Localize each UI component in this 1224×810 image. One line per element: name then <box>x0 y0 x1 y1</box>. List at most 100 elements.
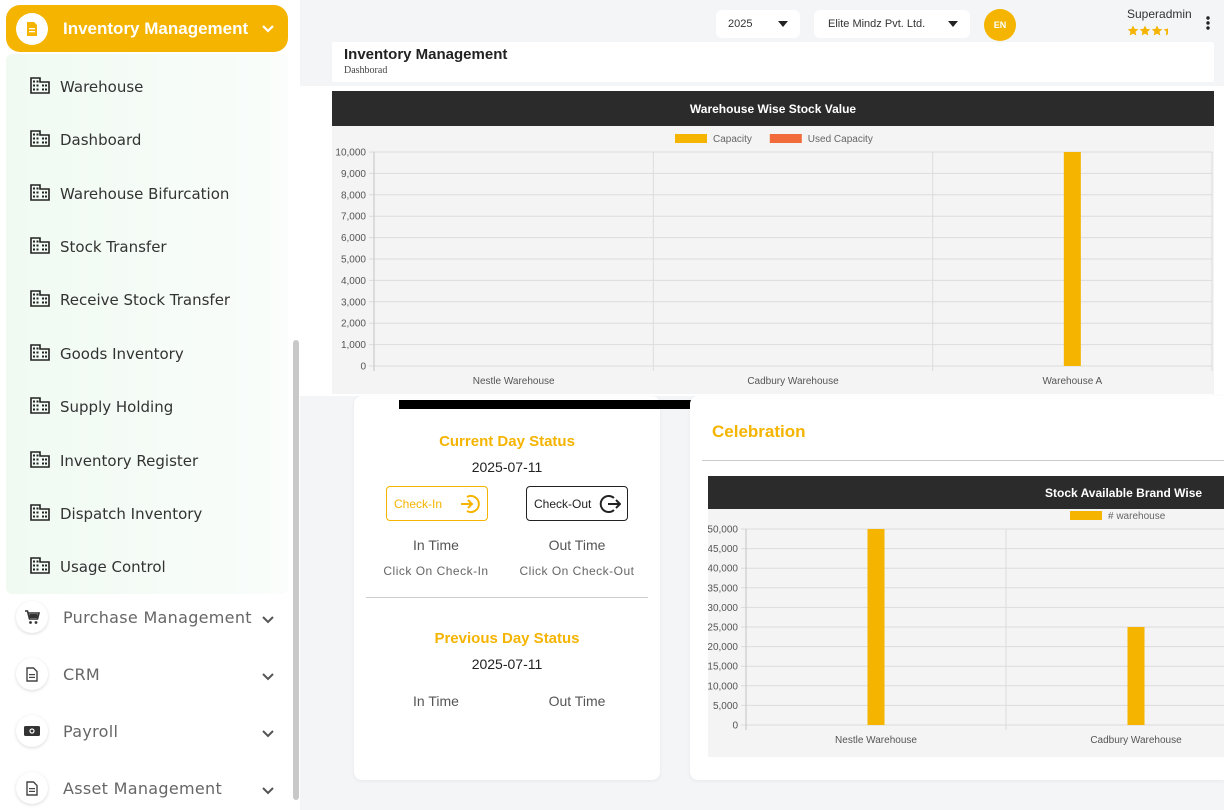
divider <box>702 460 1224 461</box>
sidebar-item-usage-control[interactable]: Usage Control <box>30 555 166 579</box>
y-tick-label: 0 <box>732 721 738 732</box>
chevron-down-icon[interactable] <box>262 782 274 800</box>
login-icon <box>461 495 480 513</box>
current-day-status-title: Current Day Status <box>439 433 575 450</box>
y-tick-label: 5,000 <box>341 255 366 266</box>
legend-swatch <box>1070 511 1102 520</box>
y-tick-label: 35,000 <box>708 583 738 594</box>
rating-stars <box>1127 25 1177 40</box>
page-header: Inventory Management Dashborad <box>332 42 1214 82</box>
sidebar-module-label: Asset Management <box>63 778 223 798</box>
sidebar-item-label: Inventory Register <box>60 452 199 470</box>
x-tick-label: Nestle Warehouse <box>835 735 917 746</box>
sidebar-module-payroll[interactable]: Payroll <box>16 714 278 748</box>
sidebar-item-label: Warehouse <box>60 78 144 96</box>
cart-icon <box>16 601 48 633</box>
sidebar-item-warehouse-bifurcation[interactable]: Warehouse Bifurcation <box>30 182 229 206</box>
chart-area: Capacity Used Capacity 0 1,000 2,000 3,000 4,0… <box>332 126 1214 394</box>
y-tick-label: 10,000 <box>708 681 738 692</box>
divider <box>366 597 648 598</box>
legend-label: Used Capacity <box>808 134 873 145</box>
celebration-title: Celebration <box>712 422 806 441</box>
year-select[interactable]: 2025 <box>716 10 800 38</box>
sidebar-item-label: Warehouse Bifurcation <box>60 185 230 203</box>
sidebar-module-purchase-management[interactable]: Purchase Management <box>16 600 278 634</box>
brand-stock-chart-header: Stock Available Brand Wise <box>708 476 1224 509</box>
sidebar-module-crm[interactable]: CRM <box>16 657 278 691</box>
chart-title: Stock Available Brand Wise <box>1045 486 1203 500</box>
chevron-down-icon[interactable] <box>262 611 274 629</box>
out-time-hint: Click On Check-Out <box>519 564 635 578</box>
previous-date: 2025-07-11 <box>471 656 543 672</box>
legend-swatch <box>675 134 707 143</box>
y-tick-label: 6,000 <box>341 233 366 244</box>
chevron-down-icon[interactable] <box>262 20 274 38</box>
topbar: 2025 Elite Mindz Pvt. Ltd. EN Superadmin <box>300 0 1224 44</box>
y-tick-label: 1,000 <box>341 340 366 351</box>
x-tick-label: Cadbury Warehouse <box>747 376 839 387</box>
y-tick-label: 50,000 <box>708 525 738 536</box>
sidebar-item-label: Dashboard <box>60 131 142 149</box>
sidebar-submenu <box>6 54 288 594</box>
check-in-label: Check-In <box>394 496 443 511</box>
more-vertical-icon[interactable] <box>1206 16 1210 35</box>
y-tick-label: 5,000 <box>713 701 738 712</box>
building-icon <box>30 556 50 579</box>
x-tick-label: Nestle Warehouse <box>473 376 555 387</box>
language-button[interactable]: EN <box>984 9 1016 41</box>
sidebar-module-label: Inventory Management <box>63 18 249 38</box>
sidebar-item-label: Usage Control <box>60 558 166 576</box>
bar <box>867 529 885 725</box>
building-icon <box>30 450 50 473</box>
legend-label: Capacity <box>713 134 752 145</box>
sidebar: Inventory Management Warehouse Dashboard… <box>0 0 300 810</box>
y-tick-label: 4,000 <box>341 276 366 287</box>
chevron-down-icon[interactable] <box>262 725 274 743</box>
legend-swatch <box>769 134 802 143</box>
building-icon <box>30 236 50 259</box>
user-name[interactable]: Superadmin <box>1127 7 1192 21</box>
sidebar-item-inventory-register[interactable]: Inventory Register <box>30 449 198 473</box>
chevron-down-icon[interactable] <box>262 668 274 686</box>
breadcrumb[interactable]: Dashborad <box>344 65 388 76</box>
sidebar-item-dispatch-inventory[interactable]: Dispatch Inventory <box>30 502 202 526</box>
sidebar-item-dashboard[interactable]: Dashboard <box>30 128 141 152</box>
sidebar-module-asset-management[interactable]: Asset Management <box>16 771 278 805</box>
legend-label: # warehouse <box>1108 511 1166 522</box>
y-tick-label: 45,000 <box>708 544 738 555</box>
check-in-button[interactable]: Check-In <box>386 486 488 521</box>
building-icon <box>30 289 50 312</box>
check-out-button[interactable]: Check-Out <box>526 486 628 521</box>
sidebar-module-label: Payroll <box>63 721 119 741</box>
sidebar-item-goods-inventory[interactable]: Goods Inventory <box>30 342 184 366</box>
sidebar-module-inventory-management[interactable]: Inventory Management <box>6 5 288 52</box>
sidebar-item-supply-holding[interactable]: Supply Holding <box>30 395 173 419</box>
sidebar-scrollbar[interactable] <box>293 340 299 800</box>
building-icon <box>30 396 50 419</box>
sidebar-item-label: Dispatch Inventory <box>60 505 203 523</box>
y-tick-label: 2,000 <box>341 319 366 330</box>
prev-in-time-label: In Time <box>413 693 459 709</box>
y-tick-label: 0 <box>360 362 366 373</box>
sidebar-item-warehouse[interactable]: Warehouse <box>30 75 143 99</box>
sidebar-item-label: Supply Holding <box>60 398 174 416</box>
caret-down-icon <box>948 21 958 27</box>
logout-icon <box>599 495 621 513</box>
company-select[interactable]: Elite Mindz Pvt. Ltd. <box>814 10 970 38</box>
company-select-value: Elite Mindz Pvt. Ltd. <box>828 18 926 30</box>
previous-day-status-title: Previous Day Status <box>434 630 580 647</box>
building-icon <box>30 183 50 206</box>
y-tick-label: 25,000 <box>708 623 738 634</box>
money-icon <box>16 715 48 747</box>
sidebar-item-receive-stock-transfer[interactable]: Receive Stock Transfer <box>30 288 230 312</box>
y-tick-label: 30,000 <box>708 603 738 614</box>
y-tick-label: 10,000 <box>335 148 366 159</box>
bar <box>1063 152 1081 366</box>
building-icon <box>30 503 50 526</box>
y-tick-label: 20,000 <box>708 642 738 653</box>
sidebar-item-stock-transfer[interactable]: Stock Transfer <box>30 235 167 259</box>
document-icon <box>16 772 48 804</box>
sidebar-module-label: CRM <box>63 664 100 684</box>
celebration-card: Celebration Stock Available Brand Wise #… <box>690 396 1224 780</box>
building-icon <box>30 129 50 152</box>
